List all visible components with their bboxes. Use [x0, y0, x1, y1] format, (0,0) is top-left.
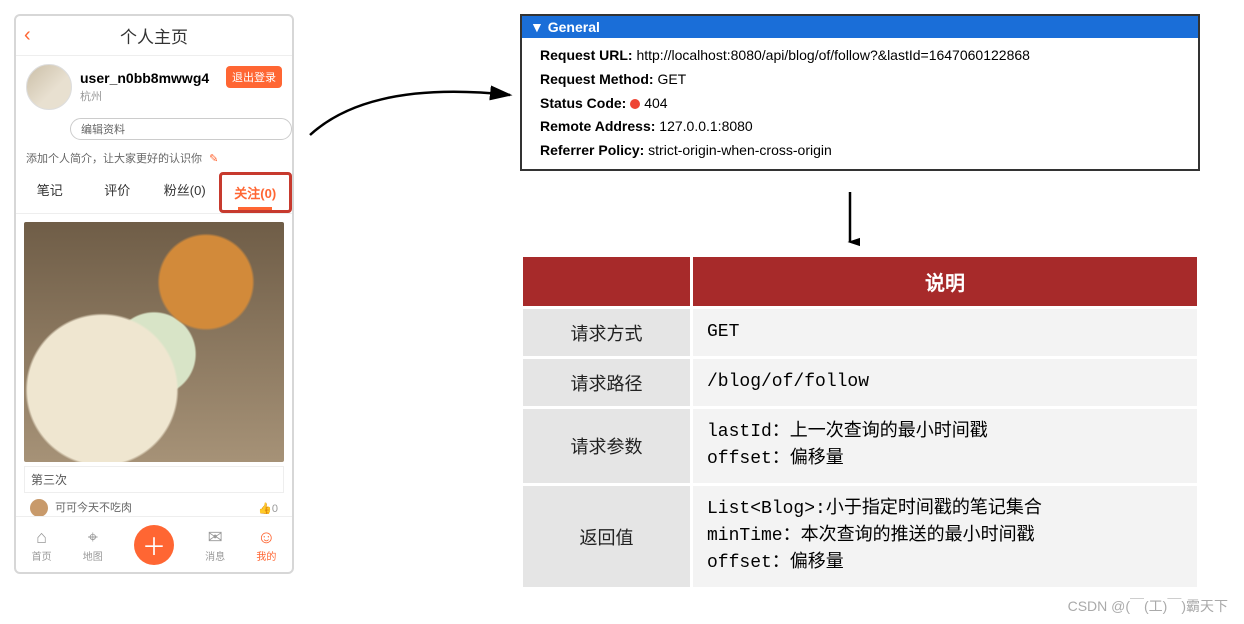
devtools-body: Request URL: http://localhost:8080/api/b… — [522, 38, 1198, 169]
col-key-header — [522, 256, 692, 308]
table-row: 请求参数lastId：上一次查询的最小时间戳offset：偏移量 — [522, 408, 1199, 485]
arrow-to-devtools — [310, 100, 520, 101]
home-icon: ⌂ — [32, 527, 52, 548]
post-caption: 第三次 — [24, 466, 284, 493]
bio-hint[interactable]: 添加个人简介，让大家更好的认识你 ✎ — [16, 140, 292, 172]
col-desc-header: 说明 — [692, 256, 1199, 308]
page-title: 个人主页 — [120, 23, 188, 48]
phone-mock: ‹ 个人主页 user_n0bb8mwwg4 杭州 退出登录 编辑资料 添加个人… — [14, 14, 294, 574]
user-block: user_n0bb8mwwg4 杭州 退出登录 — [16, 56, 292, 118]
tab-fans[interactable]: 粉丝(0) — [151, 172, 219, 213]
bio-text: 添加个人简介，让大家更好的认识你 — [26, 153, 202, 165]
logout-button[interactable]: 退出登录 — [226, 66, 282, 88]
post-photo[interactable] — [24, 222, 284, 462]
row-request-method: Request Method: GET — [540, 68, 1180, 92]
tab-notes[interactable]: 笔记 — [16, 172, 84, 213]
edit-profile-button[interactable]: 编辑资料 — [70, 118, 292, 140]
nav-map[interactable]: ⌖地图 — [83, 527, 103, 563]
mini-avatar-icon — [30, 499, 48, 516]
nav-add-button[interactable]: ＋ — [134, 525, 174, 565]
devtools-panel: General Request URL: http://localhost:80… — [520, 14, 1200, 171]
table-row: 请求方式GET — [522, 308, 1199, 358]
avatar[interactable] — [26, 64, 72, 110]
devtools-section-header[interactable]: General — [522, 16, 1198, 38]
table-row: 请求路径/blog/of/follow — [522, 358, 1199, 408]
user-city: 杭州 — [80, 88, 209, 104]
post-meta: 可可今天不吃肉 👍0 — [24, 493, 284, 516]
tab-follow[interactable]: 关注(0) — [219, 172, 293, 213]
profile-tabs: 笔记 评价 粉丝(0) 关注(0) — [16, 172, 292, 214]
tab-comments[interactable]: 评价 — [84, 172, 152, 213]
table-row: 返回值List<Blog>:小于指定时间戳的笔记集合minTime：本次查询的推… — [522, 485, 1199, 589]
row-request-url: Request URL: http://localhost:8080/api/b… — [540, 44, 1180, 68]
map-icon: ⌖ — [83, 527, 103, 548]
api-table: 说明 请求方式GET 请求路径/blog/of/follow 请求参数lastI… — [520, 254, 1200, 590]
edit-icon[interactable]: ✎ — [209, 153, 218, 165]
row-status-code: Status Code: 404 — [540, 92, 1180, 116]
row-remote-address: Remote Address: 127.0.0.1:8080 — [540, 115, 1180, 139]
arrow-to-table — [840, 192, 841, 247]
back-icon[interactable]: ‹ — [24, 24, 31, 47]
like-count[interactable]: 👍0 — [258, 502, 278, 515]
watermark: CSDN @(￣(工)￣)霸天下 — [1068, 596, 1228, 616]
phone-header: ‹ 个人主页 — [16, 16, 292, 56]
row-referrer-policy: Referrer Policy: strict-origin-when-cros… — [540, 139, 1180, 163]
feed: 第三次 可可今天不吃肉 👍0 — [16, 214, 292, 516]
nav-msg[interactable]: ✉消息 — [205, 527, 225, 563]
bottom-nav: ⌂首页 ⌖地图 ＋ ✉消息 ☺我的 — [16, 516, 292, 572]
status-dot-icon — [630, 99, 640, 109]
username: user_n0bb8mwwg4 — [80, 70, 209, 86]
post-author: 可可今天不吃肉 — [55, 502, 132, 514]
nav-home[interactable]: ⌂首页 — [32, 527, 52, 563]
message-icon: ✉ — [205, 527, 225, 548]
person-icon: ☺ — [256, 527, 276, 548]
nav-me[interactable]: ☺我的 — [256, 527, 276, 563]
